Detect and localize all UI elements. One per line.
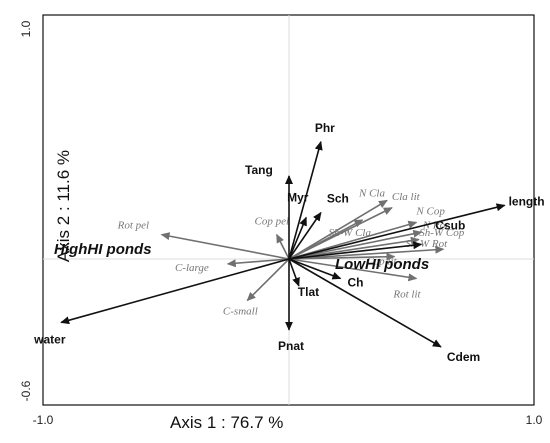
species-vector-rot-lit: [288, 258, 418, 282]
environment-vector-water: [60, 258, 290, 325]
x-axis-title: Axis 1 : 76.7 %: [170, 413, 284, 432]
species-vector-c-large: [226, 258, 290, 268]
environment-vector-sch: [288, 211, 322, 260]
species-label-n-cla: N Cla: [358, 187, 385, 199]
environment-label-sch: Sch: [327, 192, 349, 206]
species-label-sh-w-cla: Sh-W Cla: [329, 227, 372, 239]
species-vector-rot-pel: [160, 232, 290, 260]
environment-label-tlat: Tlat: [298, 285, 319, 299]
environment-vector-csub: [288, 241, 423, 260]
x-tick-max: 1.0: [526, 413, 543, 427]
group-label-lowhi-ponds: LowHI ponds: [335, 256, 429, 273]
y-tick-max: 1.0: [19, 20, 33, 37]
environment-vector-myr: [288, 216, 307, 260]
environment-label-pnat: Pnat: [278, 339, 304, 353]
environment-label-csub: Csub: [435, 218, 465, 232]
species-label-cla-lit: Cla lit: [392, 191, 421, 203]
species-label-sh-w-cop: Sh-W Cop: [419, 227, 464, 239]
species-label-cop-lit: Cop lit: [366, 256, 397, 268]
species-vector-n-rot: [288, 236, 420, 260]
environment-vector-tlat: [288, 258, 300, 287]
group-label-highhi-ponds: HighHI ponds: [54, 241, 152, 258]
environment-label-tang: Tang: [245, 163, 273, 177]
environment-label-cdem: Cdem: [447, 350, 480, 364]
x-tick-min: -1.0: [33, 413, 54, 427]
environment-label-myr: Myr: [287, 191, 309, 205]
species-vector-sh-w-rot: [288, 245, 445, 260]
environment-vector-length: [288, 203, 506, 260]
species-label-cop-pel: Cop pel: [254, 216, 289, 228]
species-vector-cop-lit: [288, 252, 396, 261]
environment-vector-phr: [288, 140, 323, 260]
species-label-rot-lit: Rot lit: [392, 289, 421, 301]
species-vector-sh-w-cla: [288, 219, 364, 260]
species-vector-cop-pel: [276, 233, 290, 260]
species-label-sh-w-rot: Sh-W Rot: [405, 238, 448, 250]
species-vector-sh-w-cop: [288, 229, 423, 260]
environmental-vectors: length Phr Tang Myr Sch Csub Ch Tlat Pnat Cdem wat…: [33, 121, 544, 364]
species-vector-n-cla: [288, 199, 388, 260]
species-label-rot-pel: Rot pel: [117, 220, 149, 232]
environment-label-ch: Ch: [347, 276, 363, 290]
y-tick-min: -0.6: [19, 380, 33, 401]
environment-label-phr: Phr: [315, 121, 335, 135]
axis-ticks: -1.0 1.0 1.0 -0.6: [19, 20, 543, 427]
species-label-n-rot: N Rot: [422, 219, 449, 231]
environment-vector-ch: [288, 258, 342, 280]
species-label-c-large: C-large: [175, 262, 209, 274]
environment-vector-cdem: [288, 258, 442, 348]
environment-label-water: water: [33, 332, 66, 346]
group-labels: HighHI ponds LowHI ponds: [54, 241, 429, 273]
environment-label-length: length: [509, 194, 545, 208]
species-vector-c-small: [246, 258, 290, 302]
species-label-n-cop: N Cop: [415, 205, 445, 217]
y-axis-title: Axis 2 : 11.6 %: [54, 149, 73, 263]
species-label-c-small: C-small: [223, 305, 258, 317]
